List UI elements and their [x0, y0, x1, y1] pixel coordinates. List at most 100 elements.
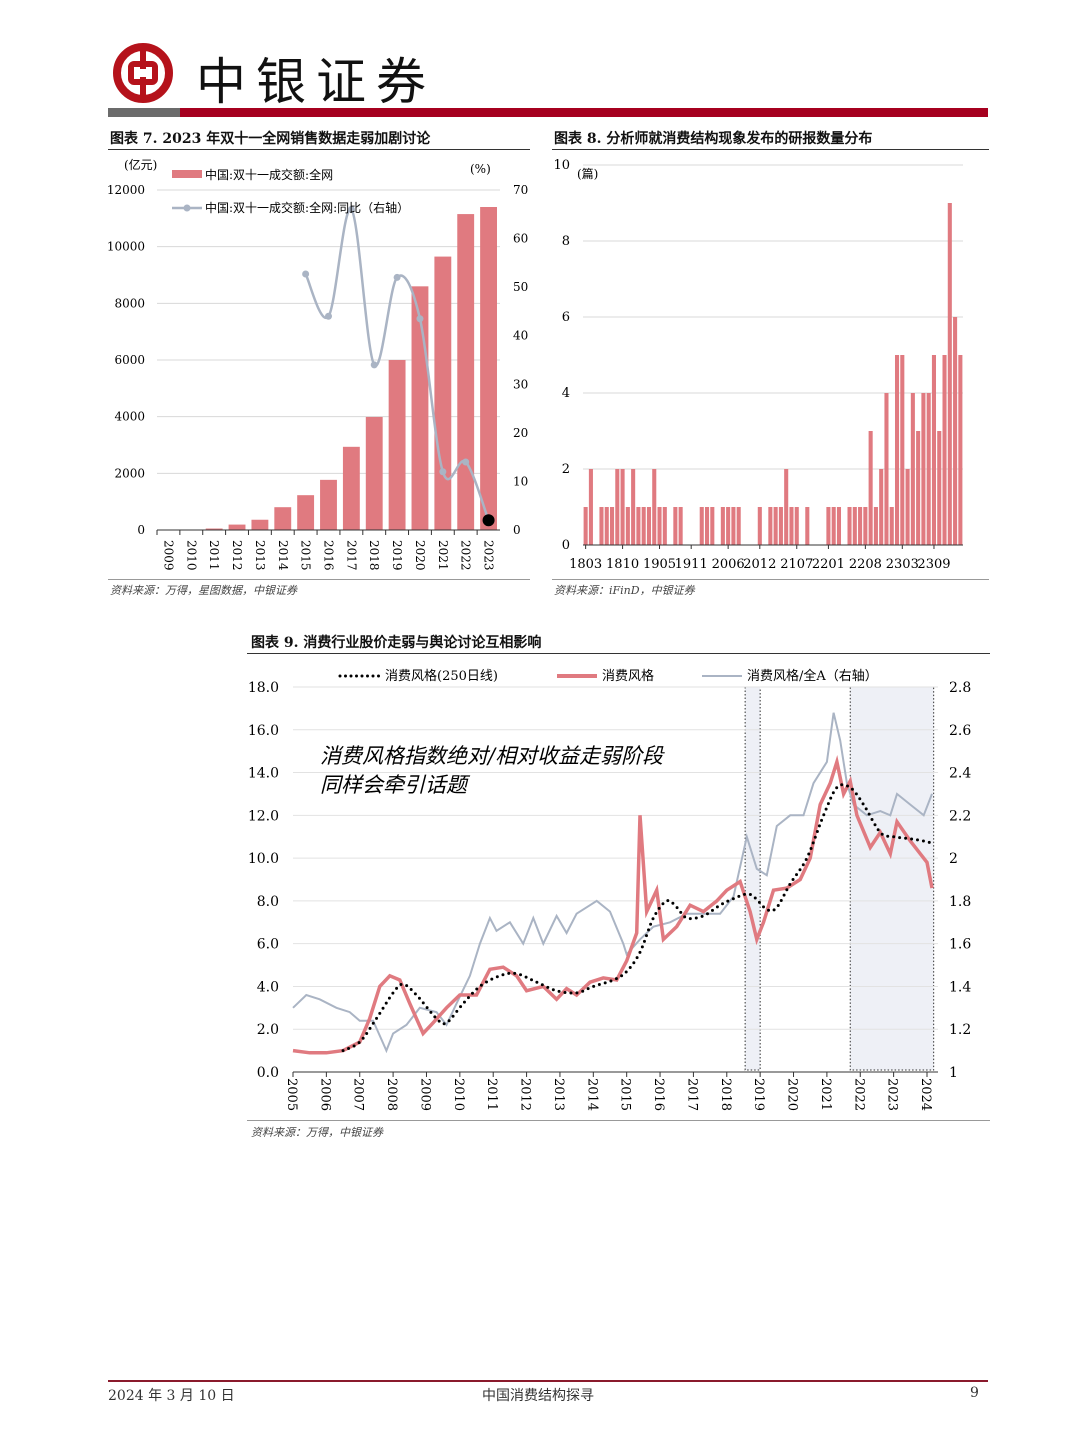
x-tick-label: 1911: [675, 557, 708, 572]
bar-2008: [736, 507, 741, 545]
x-tick-label: 2010: [184, 540, 198, 571]
x-tick-label: 2015: [618, 1078, 633, 1111]
x-tick-label: 2021: [818, 1078, 833, 1111]
bar-1808: [609, 507, 615, 545]
x-tick-label: 2009: [417, 1078, 432, 1111]
bar-2005: [720, 507, 725, 545]
series-consumer-style-line: [292, 754, 934, 1055]
bar-1903: [646, 507, 652, 545]
y2-tick-label: 1.2: [949, 1022, 971, 1038]
bar-2017: [342, 446, 360, 530]
x-tick-label: 2011: [207, 540, 221, 571]
bar-2105: [784, 469, 789, 545]
bar-2018: [365, 416, 383, 530]
bar-2016: [320, 479, 337, 530]
y-tick-label: 16.0: [248, 723, 279, 739]
x-tick-label: 2008: [384, 1078, 399, 1111]
x-tick-label: 2017: [684, 1078, 699, 1111]
x-tick-label: 2015: [299, 540, 313, 571]
x-tick-label: 2005: [284, 1078, 299, 1111]
brand-logo: [112, 42, 174, 104]
x-tick-label: 2023: [885, 1078, 900, 1111]
x-tick-label: 2010: [451, 1078, 466, 1111]
bar-2308: [926, 393, 931, 545]
footer-rule: [108, 1380, 988, 1382]
bar-2012: [757, 507, 762, 545]
x-tick-label: 1905: [643, 557, 676, 572]
bar-2107: [794, 507, 799, 545]
header-rule-grey: [108, 108, 180, 117]
bar-2205: [847, 507, 852, 545]
bank-of-china-logo-icon: [113, 43, 173, 103]
bar-1909: [678, 507, 683, 545]
y2-tick-label: 2.8: [949, 680, 971, 696]
x-tick-label: 2016: [322, 540, 336, 571]
x-tick-label: 1810: [606, 557, 639, 572]
y-tick-label: 10.0: [248, 851, 279, 867]
y-tick-label: 10: [553, 158, 570, 173]
y2-tick-label: 30: [513, 377, 528, 391]
bar-1902: [641, 507, 646, 545]
y-tick-label: 12.0: [248, 808, 279, 824]
bar-2312: [947, 203, 952, 545]
bar-2304: [905, 469, 910, 545]
y2-tick-label: 50: [513, 280, 528, 294]
x-tick-label: 2020: [785, 1078, 800, 1111]
header-rule-red: [180, 108, 988, 117]
bar-2305: [910, 393, 915, 545]
bar-2202: [831, 507, 836, 545]
x-tick-label: 2303: [886, 557, 919, 572]
annotation-line-2: 同样会牵引话题: [320, 773, 471, 797]
y2-tick-label: 60: [513, 232, 528, 246]
footer-date: 2024 年 3 月 10 日: [108, 1388, 235, 1404]
chart9-bottom-rule: [247, 1120, 990, 1121]
yoy-line: [304, 208, 490, 521]
x-tick-label: 2012: [518, 1078, 533, 1111]
highlight-period: [744, 686, 761, 1071]
footer-doc-title: 中国消费结构探寻: [482, 1388, 594, 1404]
legend-bar-swatch: [172, 170, 202, 178]
bar-2003: [710, 507, 715, 545]
x-tick-label: 2006: [712, 557, 745, 572]
bar-2001: [699, 507, 704, 545]
bar-2401: [953, 317, 958, 545]
legend-relative-label: 消费风格/全A（右轴）: [747, 668, 878, 684]
bar-2402: [958, 355, 963, 545]
chart7-source: 资料来源：万得，星图数据，中银证券: [110, 584, 297, 597]
x-tick-label: 2006: [317, 1078, 332, 1111]
bar-1806: [599, 507, 604, 545]
x-tick-label: 2107: [780, 557, 813, 572]
x-tick-label: 2019: [751, 1078, 766, 1111]
y-tick-label: 2000: [114, 466, 145, 480]
footer-page-number: 9: [970, 1385, 979, 1401]
y2-tick-label: 2.6: [949, 723, 971, 739]
bar-2208: [863, 507, 868, 545]
bar-1807: [604, 507, 609, 545]
bar-2021: [434, 256, 452, 530]
x-tick-label: 2013: [253, 540, 267, 571]
bar-2209: [868, 431, 873, 545]
bar-1901: [636, 507, 641, 545]
x-tick-label: 2012: [230, 540, 244, 571]
yoy-point: [302, 270, 310, 278]
y-tick-label: 2.0: [257, 1022, 279, 1038]
y2-tick-label: 1.6: [949, 937, 971, 953]
y2-tick-label: 2.2: [949, 808, 971, 824]
y-tick-label: 10000: [107, 240, 145, 254]
y2-tick-label: 0: [513, 523, 521, 537]
bar-2306: [916, 431, 921, 545]
bar-2104: [778, 507, 783, 545]
legend-consumer-style-label: 消费风格: [602, 668, 654, 684]
bar-2006: [726, 507, 731, 545]
bar-2023: [480, 207, 497, 530]
x-tick-label: 2019: [390, 540, 404, 571]
y-tick-label: 4: [562, 386, 570, 401]
x-tick-label: 2014: [584, 1078, 599, 1111]
y-tick-label: 2: [562, 462, 570, 477]
x-tick-label: 2013: [551, 1078, 566, 1111]
chart9-title: 图表 9. 消费行业股价走弱与舆论讨论互相影响: [251, 635, 542, 651]
annotation-line-1: 消费风格指数绝对/相对收益走弱阶段: [320, 744, 665, 768]
y-tick-label: 6.0: [257, 937, 279, 953]
bar-1905: [657, 507, 662, 545]
